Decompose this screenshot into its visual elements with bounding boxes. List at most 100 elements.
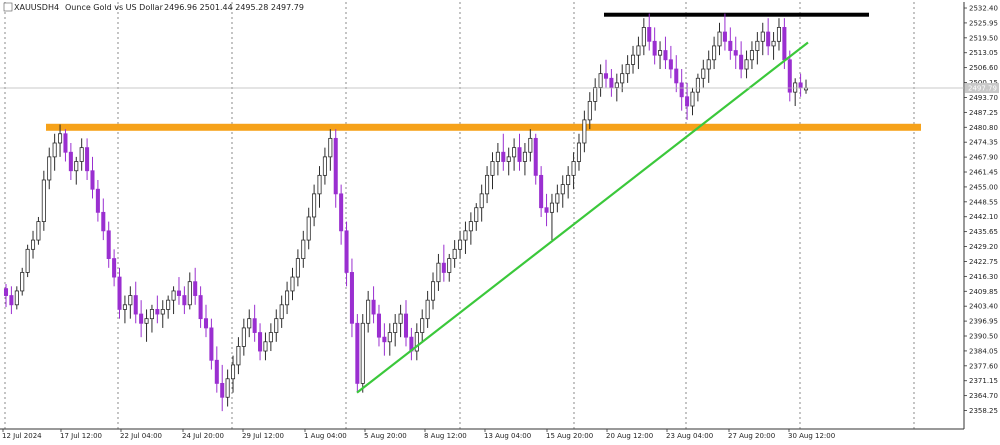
candle-body	[155, 309, 160, 315]
candle-body	[144, 318, 149, 324]
bull-candle	[247, 309, 252, 338]
bull-candle	[420, 309, 425, 342]
bull-candle	[279, 295, 284, 328]
bull-candle	[506, 147, 511, 176]
bull-candle	[641, 18, 646, 56]
candle-body	[349, 272, 354, 324]
y-tick-label: 2429.20	[969, 243, 998, 251]
candle-body	[652, 40, 657, 56]
bull-candle	[528, 129, 533, 162]
candle-body	[447, 258, 452, 273]
candle-body	[598, 73, 603, 88]
candle-body	[533, 137, 538, 176]
x-tick-label: 22 Jul 04:00	[120, 432, 162, 440]
candle-body	[679, 82, 684, 98]
candle-body	[317, 174, 322, 195]
bull-candle	[231, 355, 236, 393]
candle-body	[106, 230, 111, 259]
candle-body	[468, 221, 473, 232]
bull-candle	[74, 156, 79, 185]
candle-body	[231, 364, 236, 380]
candle-body	[501, 151, 506, 162]
candle-body	[576, 142, 581, 162]
bull-candle	[20, 267, 25, 296]
candle-body	[609, 77, 614, 88]
candle-body	[436, 262, 441, 283]
candle-body	[360, 322, 365, 384]
candle-body	[485, 174, 490, 195]
candle-body	[279, 304, 284, 320]
bull-candle	[582, 110, 587, 153]
candle-body	[252, 318, 257, 333]
candle-body	[301, 239, 306, 259]
x-tick-label: 12 Jul 2024	[2, 432, 42, 440]
horizontal-levels	[46, 12, 921, 131]
description-label: Ounce Gold vs US Dollar	[65, 3, 164, 12]
bear-candle	[355, 314, 360, 393]
bull-candle	[701, 59, 706, 88]
bear-candle	[798, 73, 803, 97]
bull-candle	[468, 212, 473, 245]
bull-candle	[447, 253, 452, 282]
bear-candle	[679, 69, 684, 111]
bear-candle	[133, 281, 138, 324]
candle-body	[549, 202, 554, 213]
candle-body	[68, 151, 73, 172]
candle-body	[420, 318, 425, 333]
bull-candle	[274, 309, 279, 342]
bull-candle	[452, 240, 457, 268]
chart-header: XAUUSD H4 Ounce Gold vs US Dollar 2496.9…	[3, 2, 304, 12]
candle-body	[749, 50, 754, 61]
bull-candle	[571, 152, 576, 190]
candle-body	[63, 133, 68, 153]
bear-candle	[733, 36, 738, 70]
bear-candle	[220, 364, 225, 412]
bear-candle	[517, 133, 522, 171]
ohlc-label: 2496.96 2501.44 2495.28 2497.79	[164, 3, 304, 12]
support-zone-band[interactable]	[46, 123, 921, 131]
y-tick-label: 2409.85	[969, 288, 998, 296]
resistance-line[interactable]	[604, 12, 869, 17]
bull-candle	[776, 18, 781, 51]
candle-body	[322, 156, 327, 176]
bull-candle	[695, 73, 700, 102]
bull-candle	[149, 304, 154, 333]
bull-candle	[490, 152, 495, 190]
bull-candle	[474, 203, 479, 231]
current-price-label: 2497.79	[968, 85, 997, 93]
bear-candle	[139, 300, 144, 338]
x-tick-label: 23 Aug 04:00	[666, 432, 713, 440]
bull-candle	[425, 290, 430, 328]
candle-body	[101, 211, 106, 232]
y-tick-label: 2455.00	[969, 183, 998, 191]
bear-candle	[112, 249, 117, 287]
bull-candle	[414, 323, 419, 361]
candle-body	[517, 147, 522, 162]
rising-trendline[interactable]	[356, 41, 809, 394]
bull-candle	[328, 129, 333, 171]
bull-candle	[712, 36, 717, 70]
y-tick-label: 2358.25	[969, 407, 998, 415]
bear-candle	[209, 318, 214, 370]
candle-body	[571, 161, 576, 176]
candle-body	[58, 133, 63, 144]
candle-body	[393, 322, 398, 333]
candle-body	[614, 82, 619, 88]
x-tick-label: 27 Aug 20:00	[728, 432, 775, 440]
bear-candle	[203, 304, 209, 338]
candle-body	[398, 313, 403, 324]
candle-body	[766, 31, 771, 47]
candle-body	[490, 161, 495, 176]
candle-body	[760, 31, 765, 42]
candle-body	[225, 378, 230, 398]
y-tick-label: 2390.50	[969, 333, 998, 341]
y-tick-label: 2371.15	[969, 377, 998, 385]
trendlines[interactable]	[356, 41, 809, 394]
bear-candle	[344, 221, 349, 287]
y-tick-label: 2519.50	[969, 34, 998, 42]
bull-candle	[495, 143, 500, 176]
bull-candle	[241, 318, 246, 356]
y-tick-label: 2474.35	[969, 139, 998, 147]
